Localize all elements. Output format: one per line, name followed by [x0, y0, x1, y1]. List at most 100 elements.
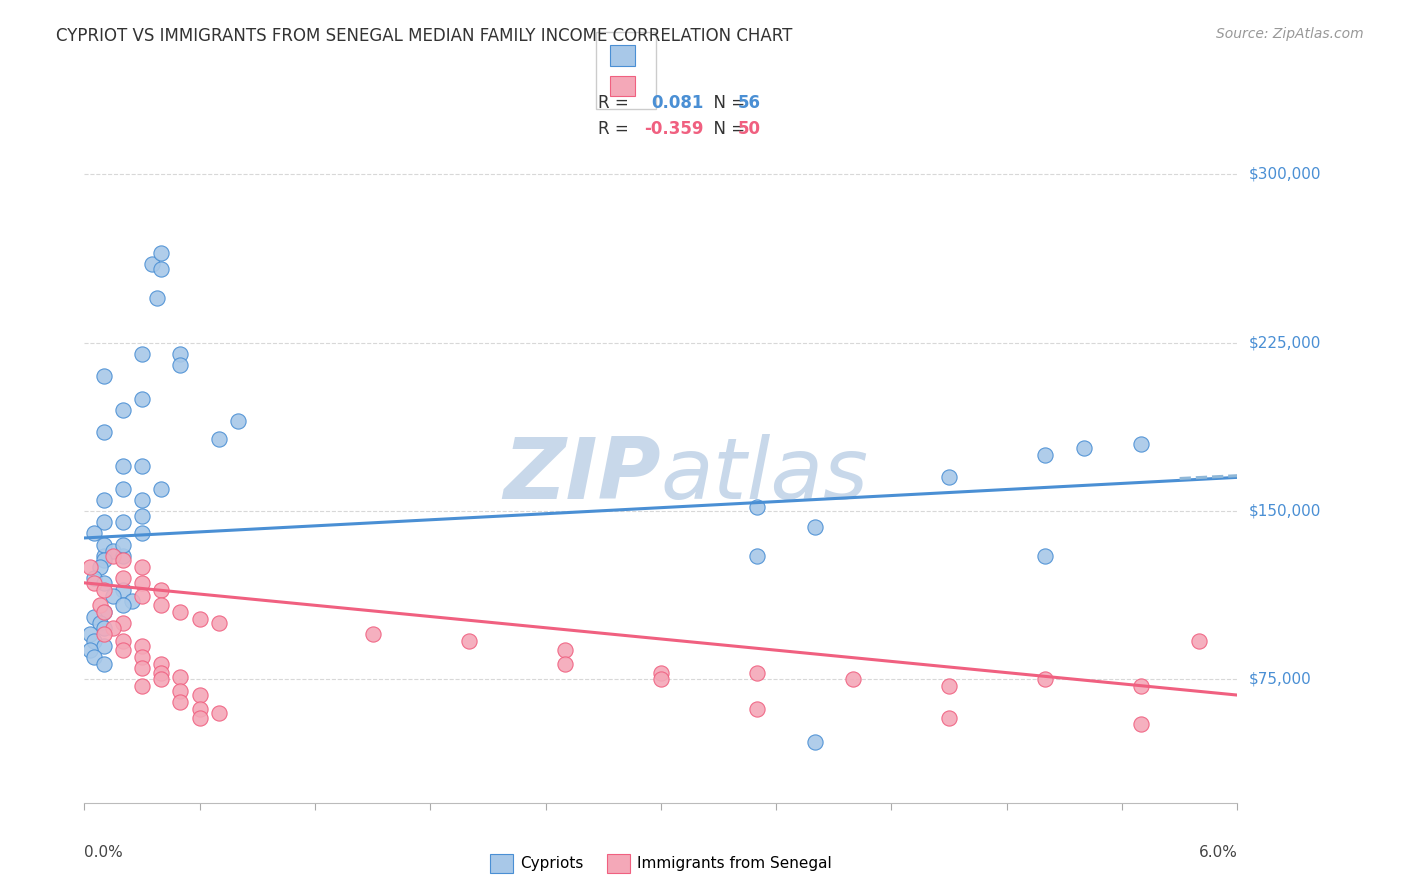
Point [93, 627, 115, 641]
Text: N =: N = [703, 120, 751, 138]
Point [89, 616, 111, 631]
Point [131, 347, 153, 361]
Point [169, 605, 191, 619]
Point [150, 673, 173, 687]
Point [93, 657, 115, 671]
Text: 50: 50 [738, 120, 761, 138]
Point [79, 643, 101, 657]
Point [1073, 441, 1095, 455]
Point [83, 649, 105, 664]
Point [938, 710, 960, 724]
Point [93, 575, 115, 590]
Point [83, 575, 105, 590]
Point [745, 549, 768, 563]
Point [1130, 679, 1153, 693]
Point [150, 482, 173, 496]
Point [745, 701, 768, 715]
Point [169, 347, 191, 361]
Point [938, 679, 960, 693]
Point [103, 621, 124, 635]
Point [745, 665, 768, 680]
Point [131, 661, 153, 675]
Legend: Cypriots, Immigrants from Senegal: Cypriots, Immigrants from Senegal [484, 847, 838, 879]
Point [111, 582, 134, 597]
Text: $225,000: $225,000 [1249, 335, 1320, 351]
Point [131, 459, 153, 474]
Text: Source: ZipAtlas.com: Source: ZipAtlas.com [1216, 27, 1364, 41]
Point [93, 515, 115, 529]
Point [83, 526, 105, 541]
Point [93, 538, 115, 552]
Point [131, 526, 153, 541]
Point [650, 673, 672, 687]
Point [141, 257, 163, 271]
Point [803, 735, 825, 749]
Point [188, 701, 211, 715]
Point [169, 695, 191, 709]
Point [150, 599, 173, 613]
Point [111, 515, 134, 529]
Point [131, 392, 153, 406]
Point [1033, 448, 1056, 462]
Point [169, 358, 191, 372]
Point [554, 657, 576, 671]
Point [93, 605, 115, 619]
Text: 56: 56 [738, 94, 761, 112]
Point [803, 520, 825, 534]
Point [93, 553, 115, 567]
Point [83, 571, 105, 585]
Point [1130, 717, 1153, 731]
Point [188, 612, 211, 626]
Point [131, 649, 153, 664]
Point [89, 599, 111, 613]
Point [111, 643, 134, 657]
Point [457, 634, 479, 648]
Point [554, 643, 576, 657]
Point [93, 582, 115, 597]
Point [208, 432, 231, 446]
Point [121, 594, 143, 608]
Point [111, 403, 134, 417]
Point [131, 560, 153, 574]
Point [79, 560, 101, 574]
Point [89, 560, 111, 574]
Point [93, 492, 115, 507]
Text: atlas: atlas [661, 434, 869, 517]
Text: 0.0%: 0.0% [84, 845, 124, 860]
Point [93, 639, 115, 653]
Point [111, 599, 134, 613]
Point [79, 627, 101, 641]
Text: CYPRIOT VS IMMIGRANTS FROM SENEGAL MEDIAN FAMILY INCOME CORRELATION CHART: CYPRIOT VS IMMIGRANTS FROM SENEGAL MEDIA… [56, 27, 793, 45]
Point [131, 508, 153, 523]
Point [150, 261, 173, 276]
Point [226, 414, 249, 428]
Point [93, 549, 115, 563]
Text: 6.0%: 6.0% [1198, 845, 1237, 860]
Point [1188, 634, 1211, 648]
Point [1033, 673, 1056, 687]
Point [188, 710, 211, 724]
Text: $75,000: $75,000 [1249, 672, 1312, 687]
Point [188, 688, 211, 702]
Point [103, 549, 124, 563]
Point [131, 590, 153, 604]
Point [650, 665, 672, 680]
Point [111, 549, 134, 563]
Point [103, 590, 124, 604]
Point [131, 639, 153, 653]
Point [150, 665, 173, 680]
Point [150, 246, 173, 260]
Point [131, 575, 153, 590]
Point [208, 616, 231, 631]
Point [169, 683, 191, 698]
Point [93, 369, 115, 384]
Point [111, 538, 134, 552]
Point [150, 657, 173, 671]
Point [146, 291, 169, 305]
Point [1033, 549, 1056, 563]
Point [111, 571, 134, 585]
Point [208, 706, 231, 720]
Point [1130, 436, 1153, 450]
Text: R =: R = [598, 120, 634, 138]
Point [361, 627, 384, 641]
